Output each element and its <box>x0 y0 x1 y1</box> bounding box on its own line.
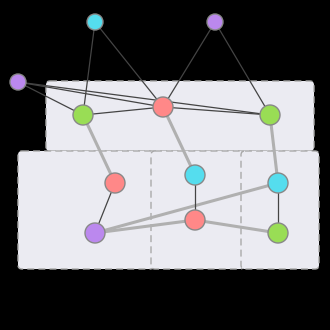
Circle shape <box>207 14 223 30</box>
Circle shape <box>260 105 280 125</box>
FancyBboxPatch shape <box>18 151 154 269</box>
FancyBboxPatch shape <box>151 151 244 269</box>
Circle shape <box>10 74 26 90</box>
Circle shape <box>268 223 288 243</box>
Circle shape <box>185 165 205 185</box>
Circle shape <box>153 97 173 117</box>
FancyBboxPatch shape <box>241 151 319 269</box>
Circle shape <box>185 210 205 230</box>
FancyBboxPatch shape <box>46 81 314 151</box>
Circle shape <box>268 173 288 193</box>
Circle shape <box>73 105 93 125</box>
Circle shape <box>85 223 105 243</box>
Circle shape <box>87 14 103 30</box>
Circle shape <box>105 173 125 193</box>
